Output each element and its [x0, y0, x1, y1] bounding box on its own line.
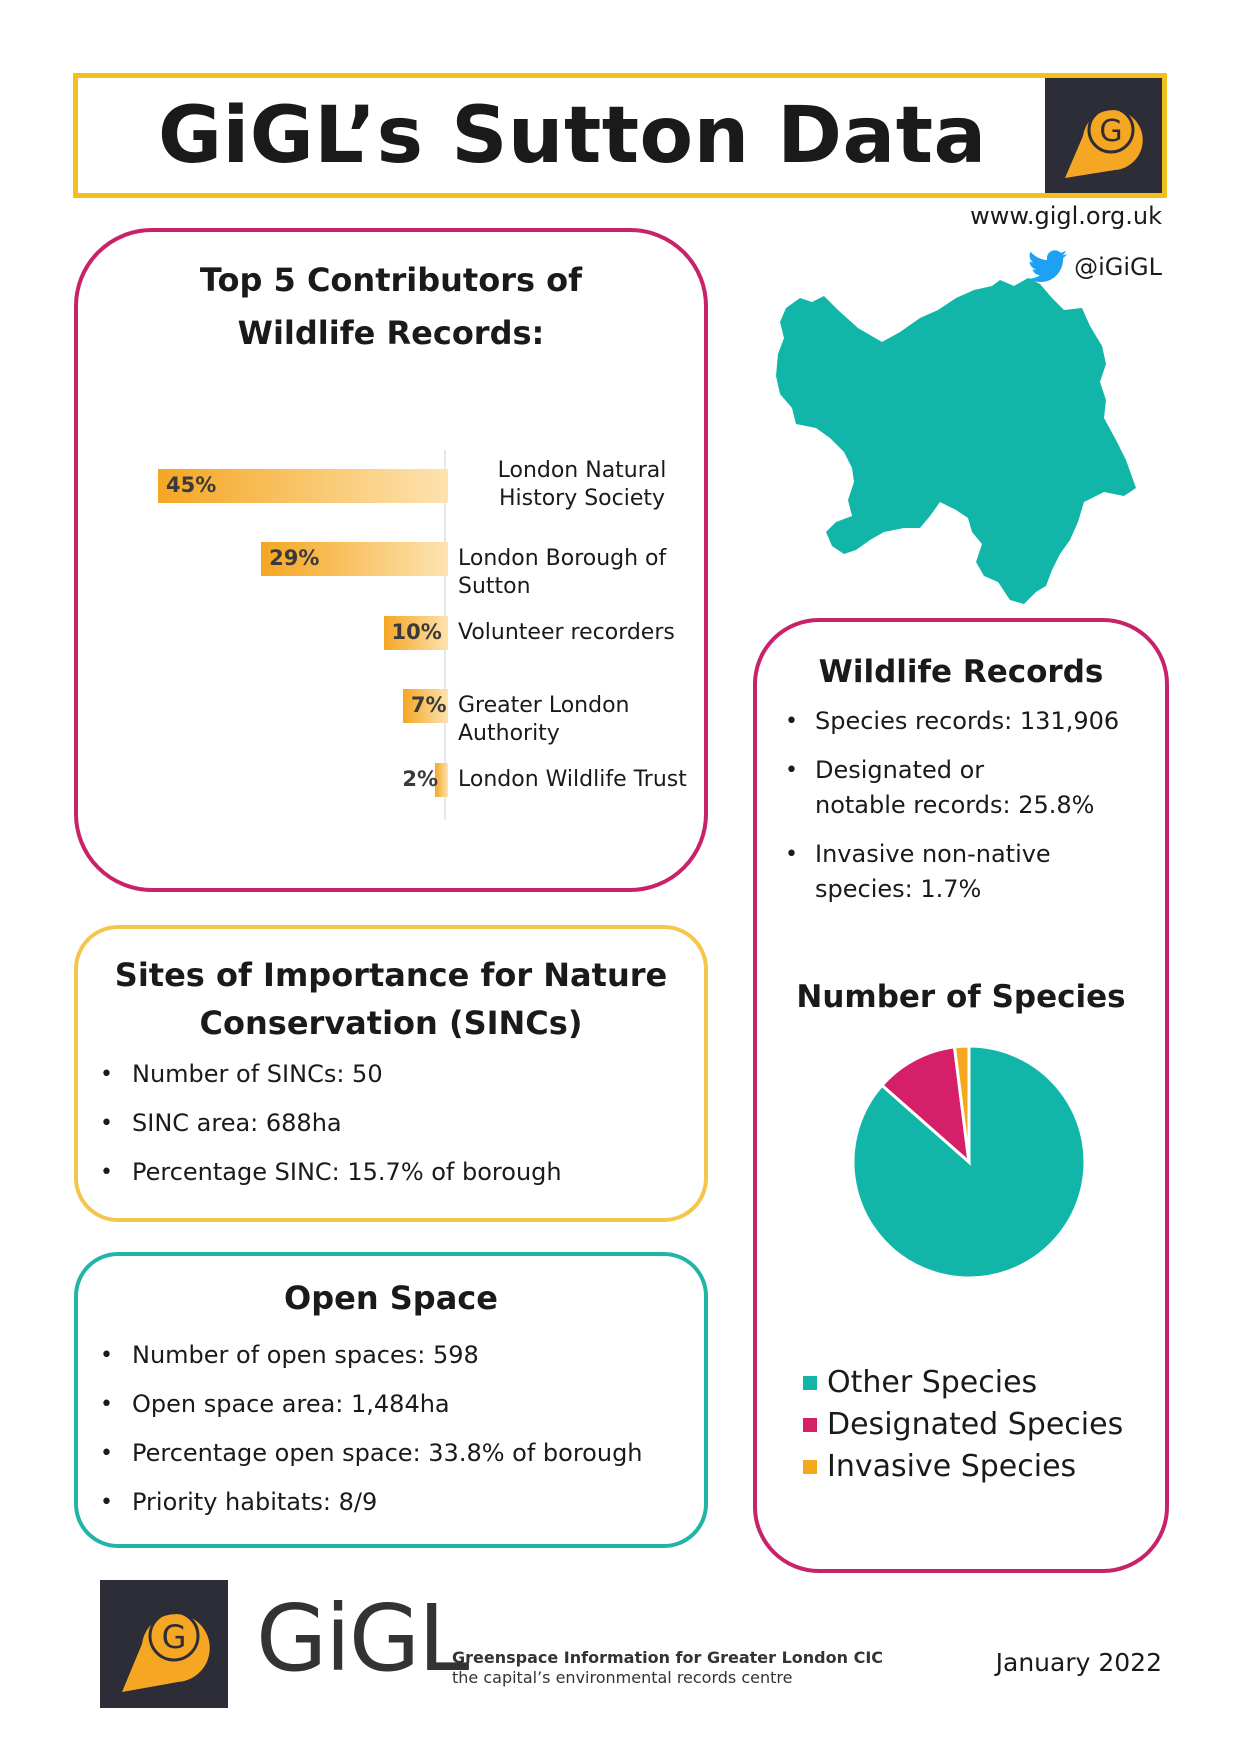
page-title: GiGL’s Sutton Data: [158, 91, 987, 181]
contributor-label: London Borough of Sutton: [458, 546, 667, 599]
map-pin-logo-icon: G: [1065, 106, 1143, 178]
tagline-line1: Greenspace Information for Greater Londo…: [452, 1648, 884, 1667]
contributor-row: 29% London Borough of Sutton: [78, 542, 708, 602]
contributor-label: London Natural History Society: [497, 458, 667, 511]
contributor-row: 10% Volunteer recorders: [78, 616, 708, 676]
gigl-logo: G: [1045, 78, 1162, 193]
contributor-value: 29%: [269, 546, 320, 570]
contributor-bar: 10%: [383, 616, 448, 650]
wildlife-records-card: Wildlife Records Species records: 131,90…: [753, 618, 1169, 1573]
legend-swatch: [803, 1418, 817, 1432]
contributor-row: 7% Greater London Authority: [78, 689, 708, 749]
contributor-value: 10%: [391, 620, 442, 644]
title-banner: GiGL’s Sutton Data G: [73, 73, 1167, 198]
species-legend: Other Species Designated Species Invasiv…: [803, 1362, 1123, 1488]
contributor-row: 2% London Wildlife Trust: [78, 763, 708, 823]
pie-slice-invasive-species: [952, 1044, 971, 1163]
open-space-card: Open Space Number of open spaces: 598 Op…: [74, 1252, 708, 1548]
list-item: Number of SINCs: 50: [82, 1057, 562, 1092]
contributors-title: Top 5 Contributors of Wildlife Records:: [199, 261, 583, 352]
list-item: Percentage open space: 33.8% of borough: [82, 1436, 643, 1471]
list-item: Number of open spaces: 598: [82, 1338, 643, 1373]
legend-swatch: [803, 1376, 817, 1390]
legend-swatch: [803, 1460, 817, 1474]
contributor-bar: 7%: [402, 689, 448, 723]
species-pie-chart: [851, 1044, 1087, 1280]
contributor-value: 2%: [402, 767, 438, 791]
list-item: Species records: 131,906: [767, 704, 1167, 739]
twitter-handle-text: @iGiGL: [1074, 253, 1162, 281]
sutton-borough-map: [776, 278, 1136, 604]
footer-logo-letter: G: [162, 1618, 187, 1656]
pie-slice-designated-species: [879, 1045, 971, 1166]
publication-date: January 2022: [995, 1648, 1162, 1677]
gigl-wordmark: GiGL: [256, 1585, 469, 1692]
contributor-label: Greater London Authority: [458, 693, 630, 746]
sincs-list: Number of SINCs: 50 SINC area: 688ha Per…: [82, 1057, 562, 1204]
map-pin-logo-icon: G: [122, 1610, 210, 1692]
contributors-card: Top 5 Contributors of Wildlife Records: …: [74, 228, 708, 892]
logo-letter: G: [1099, 114, 1122, 149]
legend-item: Other Species: [803, 1362, 1123, 1404]
list-item: Open space area: 1,484ha: [82, 1387, 643, 1422]
list-item: Percentage SINC: 15.7% of borough: [82, 1155, 562, 1190]
contributor-bar: 45%: [158, 469, 448, 503]
contributor-value: 45%: [166, 473, 217, 497]
sincs-title: Sites of Importance for Nature Conservat…: [114, 956, 668, 1042]
list-item: Priority habitats: 8/9: [82, 1485, 643, 1520]
list-item: Invasive non-native species: 1.7%: [767, 837, 1167, 907]
wildlife-records-list: Species records: 131,906 Designated or n…: [767, 704, 1167, 921]
tagline: Greenspace Information for Greater Londo…: [452, 1648, 883, 1688]
website-link[interactable]: www.gigl.org.uk: [970, 202, 1162, 230]
legend-item: Invasive Species: [803, 1446, 1123, 1488]
tagline-line2: the capital’s environmental records cent…: [452, 1668, 793, 1687]
contributor-row: 45% London Natural History Society: [78, 458, 708, 529]
contributor-label: London Wildlife Trust: [458, 767, 687, 792]
contributor-label: Volunteer recorders: [458, 620, 675, 645]
contributor-bar: 2%: [402, 763, 448, 797]
list-item: SINC area: 688ha: [82, 1106, 562, 1141]
sincs-card: Sites of Importance for Nature Conservat…: [74, 925, 708, 1222]
open-space-list: Number of open spaces: 598 Open space ar…: [82, 1338, 643, 1534]
contributor-bar: 29%: [261, 542, 448, 576]
footer-logo: G: [100, 1580, 228, 1708]
species-chart-title: Number of Species: [796, 979, 1126, 1015]
twitter-bird-icon: [1028, 250, 1068, 282]
twitter-handle[interactable]: @iGiGL: [1028, 250, 1162, 284]
legend-item: Designated Species: [803, 1404, 1123, 1446]
contributor-value: 7%: [410, 693, 447, 717]
open-space-title: Open Space: [284, 1279, 498, 1317]
wildlife-records-title: Wildlife Records: [818, 654, 1104, 690]
list-item: Designated or notable records: 25.8%: [767, 753, 1167, 823]
